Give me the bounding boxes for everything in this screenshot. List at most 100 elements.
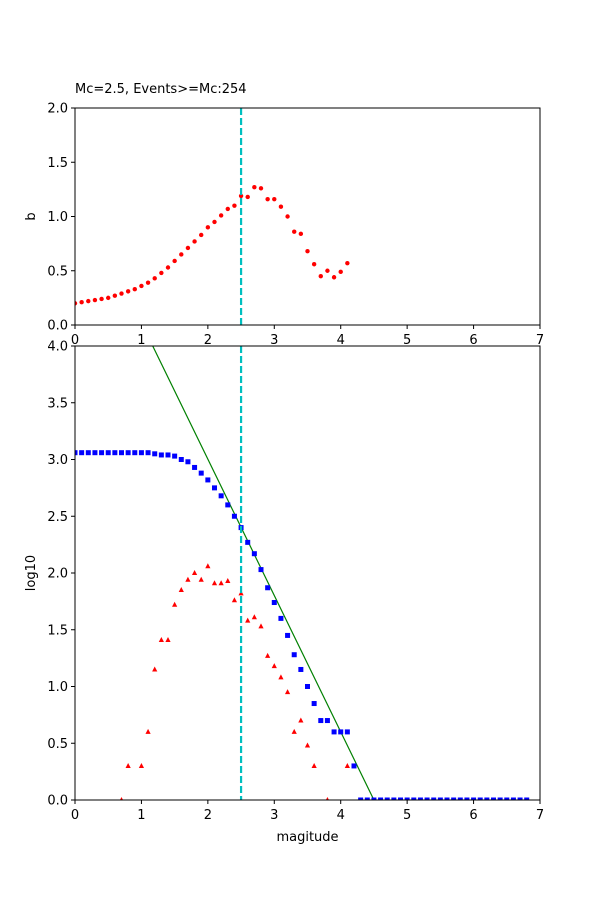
point <box>311 762 317 768</box>
x-axis-label: magitude <box>276 830 338 845</box>
y-tick-label: 3.5 <box>47 396 68 411</box>
point <box>398 797 403 800</box>
point <box>138 762 145 768</box>
point <box>199 232 204 238</box>
point <box>231 513 237 519</box>
y-tick-label: 2.5 <box>47 510 68 525</box>
point <box>364 797 370 800</box>
point <box>424 797 430 800</box>
x-tick-label: 0 <box>71 333 79 348</box>
y-tick-label: 0.5 <box>47 737 68 752</box>
y-axis-label: b <box>24 212 39 220</box>
x-tick-label: 0 <box>71 808 79 823</box>
point <box>278 674 284 680</box>
point <box>105 450 111 456</box>
y-tick-label: 1.0 <box>47 210 68 225</box>
point <box>265 585 271 591</box>
point <box>159 270 164 276</box>
point <box>106 295 111 301</box>
point <box>285 632 291 638</box>
point <box>75 301 78 306</box>
point <box>325 797 329 800</box>
point <box>211 580 218 586</box>
point <box>464 797 470 800</box>
point <box>291 652 297 658</box>
point <box>345 260 350 266</box>
point <box>331 729 337 735</box>
x-tick-label: 5 <box>403 333 411 348</box>
point <box>212 219 217 225</box>
point <box>79 450 85 456</box>
x-tick-label: 4 <box>337 333 345 348</box>
point <box>391 797 397 800</box>
point <box>258 567 264 573</box>
x-tick-label: 1 <box>137 808 145 823</box>
point <box>510 797 516 800</box>
point <box>305 684 310 689</box>
point <box>212 485 217 491</box>
point <box>85 450 91 456</box>
point <box>225 577 231 583</box>
point <box>92 297 98 303</box>
point <box>99 450 105 456</box>
point <box>152 276 157 281</box>
point <box>265 196 270 202</box>
point <box>245 617 251 623</box>
point <box>172 601 178 607</box>
point <box>272 196 277 202</box>
point <box>271 663 277 669</box>
point <box>417 797 423 800</box>
point <box>119 797 124 800</box>
y-tick-label: 4.0 <box>47 340 68 355</box>
point <box>265 652 271 658</box>
point <box>165 452 171 458</box>
y-tick-label: 1.5 <box>47 156 68 171</box>
point <box>298 717 304 723</box>
point <box>179 252 184 257</box>
point <box>192 464 198 470</box>
y-tick-label: 0.0 <box>47 794 68 809</box>
point <box>86 298 91 304</box>
x-tick-label: 3 <box>270 333 278 348</box>
point <box>92 450 98 456</box>
y-tick-label: 2.0 <box>47 102 68 117</box>
point <box>284 689 291 695</box>
axes-frame <box>74 345 541 801</box>
chart-title: Mc=2.5, Events>=Mc:254 <box>75 82 247 97</box>
point <box>139 283 144 289</box>
point <box>245 539 251 545</box>
point <box>165 636 171 642</box>
point <box>258 186 264 191</box>
point <box>138 450 144 456</box>
point <box>192 239 197 244</box>
point <box>178 587 184 593</box>
point <box>152 666 158 672</box>
y-tick-label: 1.5 <box>47 623 68 638</box>
point <box>298 231 304 237</box>
point <box>338 729 344 735</box>
point <box>491 797 496 800</box>
point <box>145 280 151 285</box>
point <box>112 450 118 456</box>
point <box>218 580 224 586</box>
point <box>185 245 191 251</box>
point <box>79 300 84 305</box>
point <box>484 797 490 800</box>
point <box>99 296 104 302</box>
point <box>152 451 158 457</box>
point <box>331 275 337 280</box>
point <box>218 213 224 218</box>
point <box>517 797 523 800</box>
point <box>258 623 264 629</box>
point <box>431 797 437 800</box>
point <box>158 452 164 458</box>
point <box>504 797 510 800</box>
point <box>278 204 284 209</box>
point <box>451 797 457 800</box>
point <box>378 797 384 800</box>
point <box>524 797 530 800</box>
point <box>384 797 390 800</box>
x-tick-label: 7 <box>536 808 544 823</box>
axes-frame <box>74 107 541 326</box>
